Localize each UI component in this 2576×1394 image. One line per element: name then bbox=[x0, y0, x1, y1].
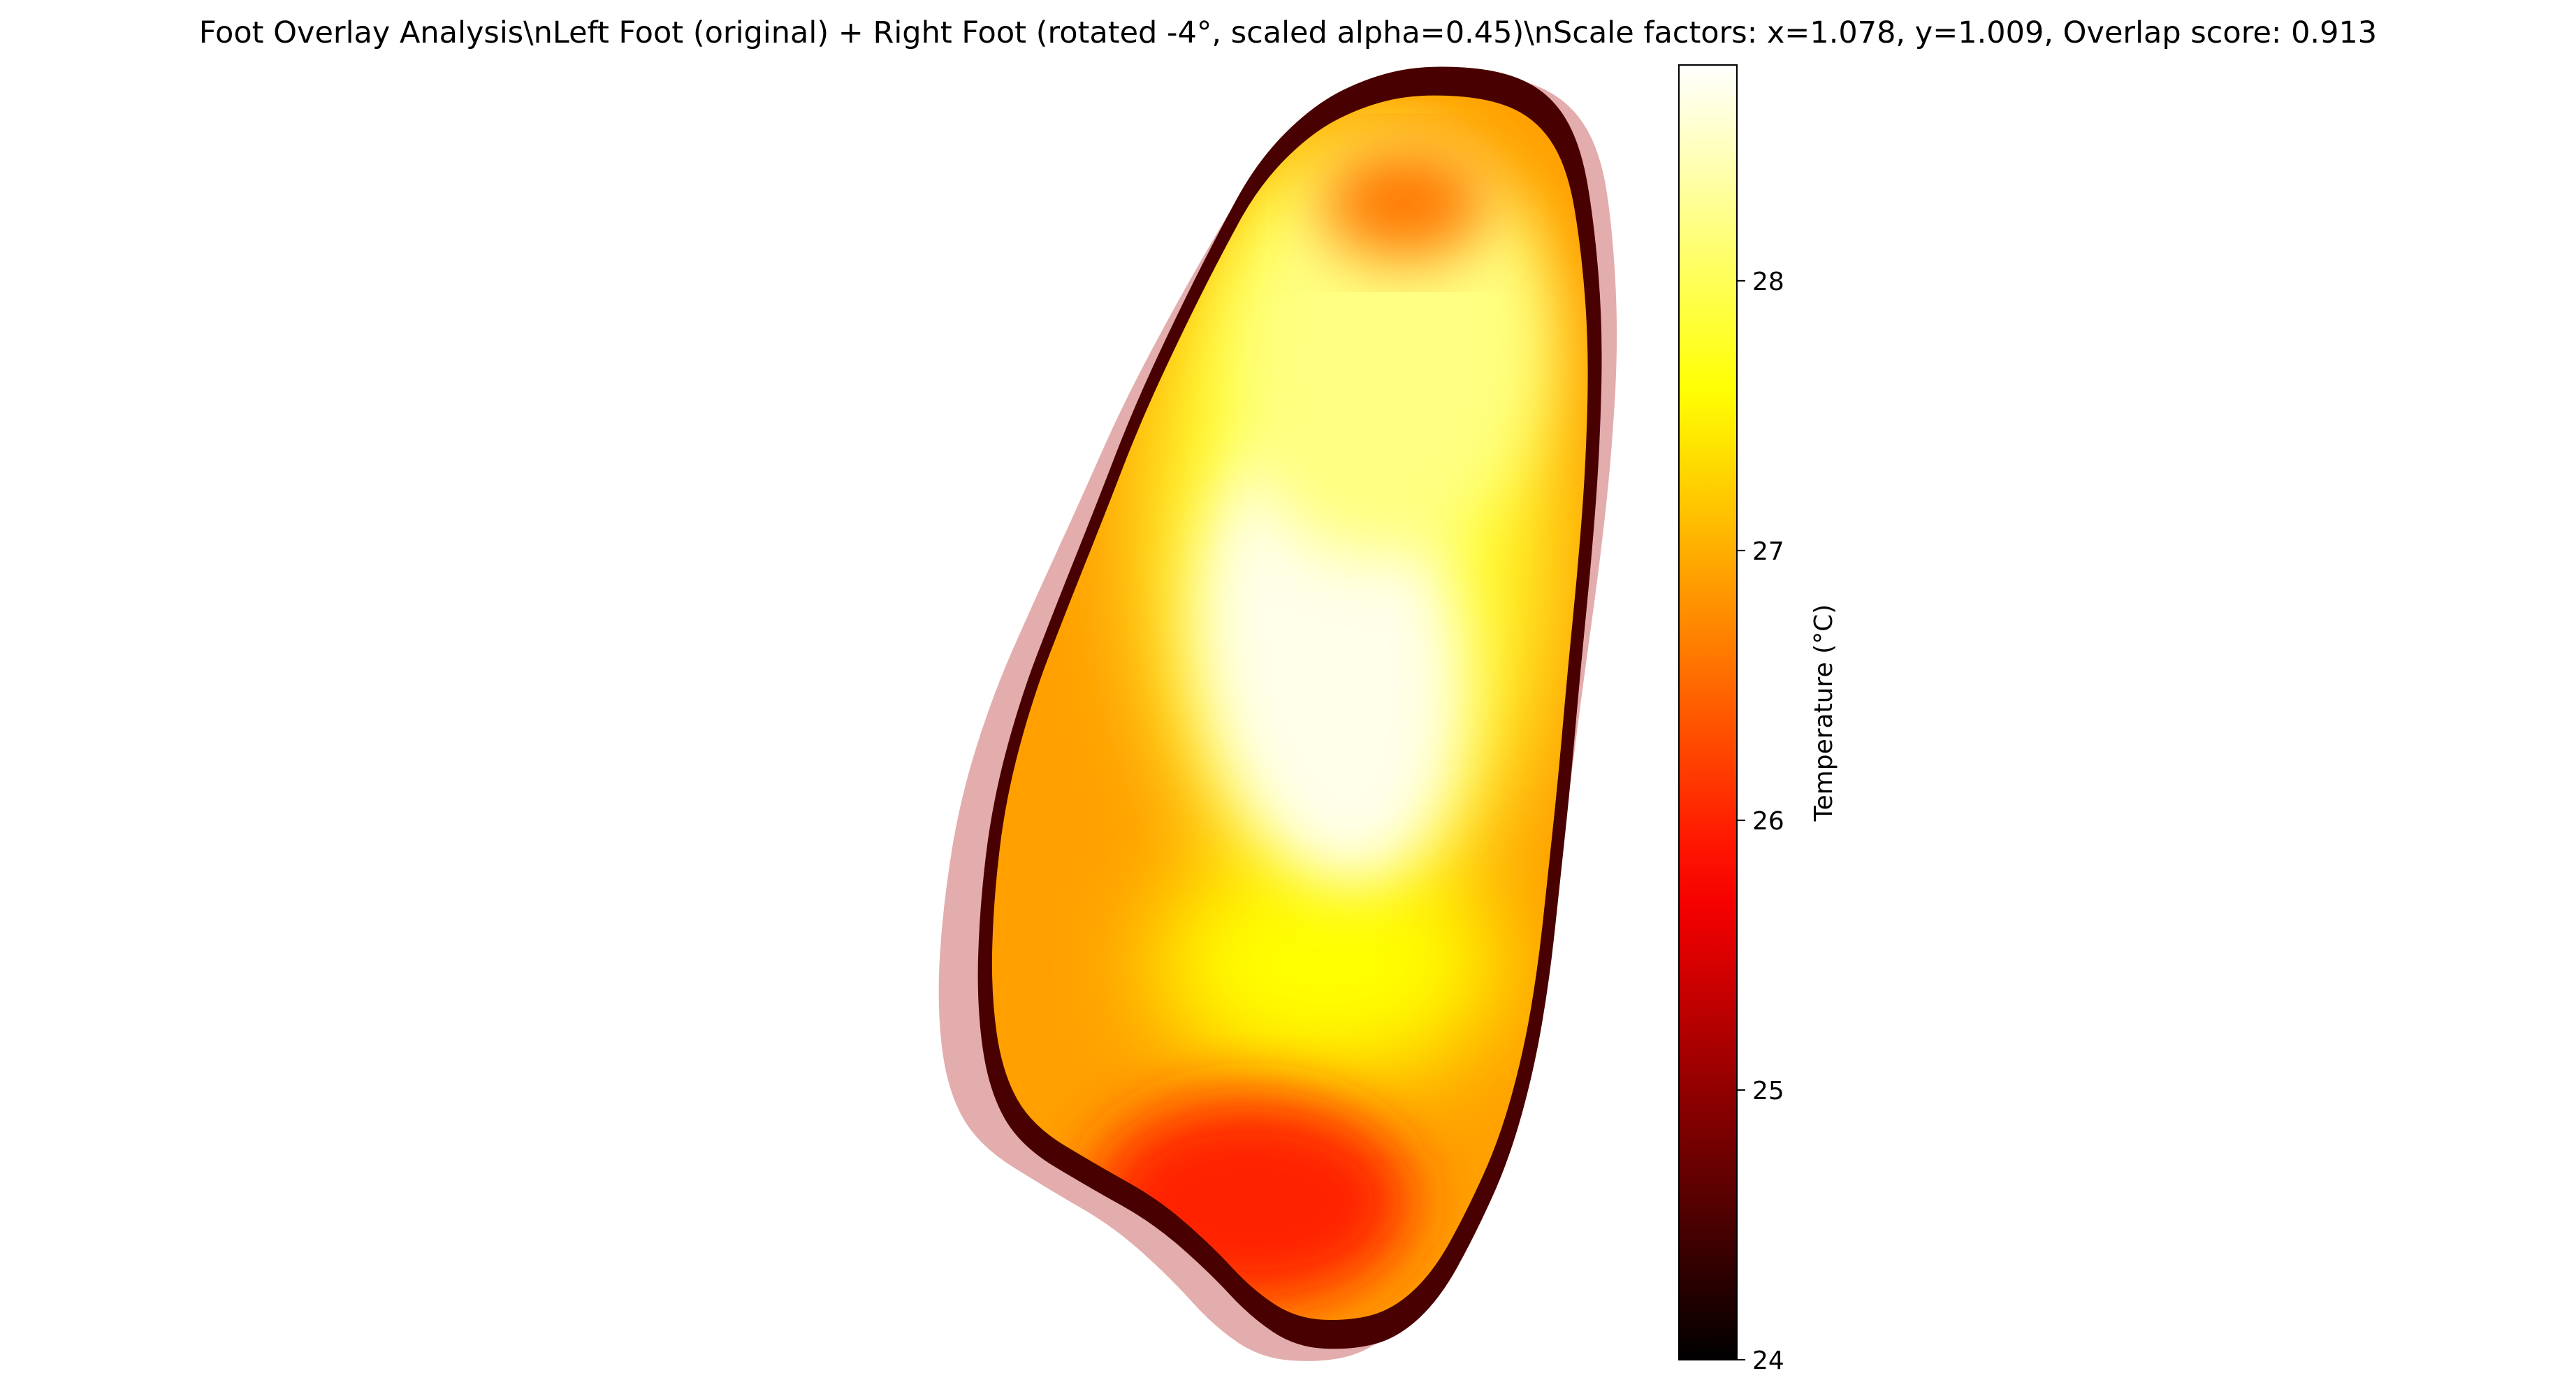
colorbar-tick-label-24: 24 bbox=[1752, 1346, 1784, 1375]
left-foot-heatmap bbox=[977, 66, 1602, 1349]
hot-spot-forefoot bbox=[1228, 140, 1552, 558]
colorbar-gradient bbox=[1678, 64, 1738, 1360]
chart-title: Foot Overlay Analysis\nLeft Foot (origin… bbox=[198, 15, 2378, 50]
colorbar-tick-label-27: 27 bbox=[1752, 537, 1784, 566]
colorbar-tick-label-26: 26 bbox=[1752, 807, 1784, 836]
colorbar: 24 25 26 27 28 Temperature (°C) bbox=[1678, 64, 1838, 1375]
colorbar-label: Temperature (°C) bbox=[1810, 604, 1838, 822]
colorbar-tick-label-25: 25 bbox=[1752, 1077, 1784, 1105]
hot-spot-toe-area bbox=[1320, 147, 1488, 259]
arch-glow bbox=[1153, 845, 1502, 1083]
colorbar-tick-label-28: 28 bbox=[1752, 268, 1784, 296]
